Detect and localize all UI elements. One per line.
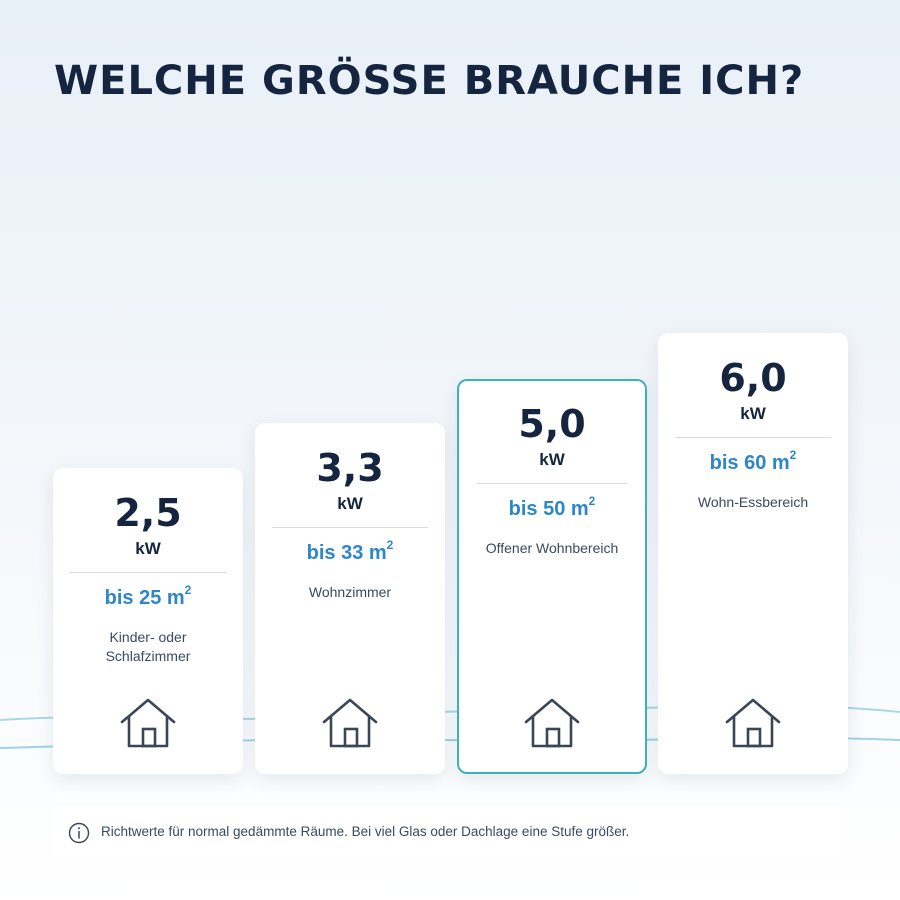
divider — [476, 483, 628, 484]
size-card-5-0kw[interactable]: 5,0 kW bis 50 m2 Offener Wohnbereich — [457, 379, 647, 774]
area-label: bis 50 m2 — [508, 494, 596, 520]
house-icon — [524, 698, 580, 748]
power-unit: kW — [135, 539, 161, 558]
power-unit: kW — [337, 494, 363, 513]
room-label: Kinder- oder Schlafzimmer — [105, 629, 191, 664]
info-note: Richtwerte für normal gedämmte Räume. Be… — [54, 806, 846, 860]
house-icon — [322, 698, 378, 748]
house-icon — [120, 698, 176, 748]
room-label: Wohnzimmer — [308, 584, 392, 600]
power-value: 2,5 — [114, 491, 182, 535]
size-card-2-5kw[interactable]: 2,5 kW bis 25 m2 Kinder- oder Schlafzimm… — [53, 468, 243, 774]
note-text: Richtwerte für normal gedämmte Räume. Be… — [101, 824, 630, 839]
house-icon — [725, 698, 781, 748]
divider — [70, 572, 226, 573]
divider — [272, 527, 428, 528]
size-card-6-0kw[interactable]: 6,0 kW bis 60 m2 Wohn-Essbereich — [658, 333, 848, 774]
power-unit: kW — [539, 450, 565, 469]
room-label: Offener Wohnbereich — [485, 540, 619, 556]
info-icon — [68, 822, 90, 844]
area-label: bis 25 m2 — [104, 583, 192, 609]
divider — [675, 437, 831, 438]
area-label: bis 33 m2 — [306, 538, 394, 564]
page-title: WELCHE GRÖSSE BRAUCHE ICH? — [54, 58, 805, 104]
size-card-3-3kw[interactable]: 3,3 kW bis 33 m2 Wohnzimmer — [255, 423, 445, 774]
power-value: 3,3 — [316, 446, 384, 490]
power-value: 5,0 — [518, 402, 586, 446]
power-unit: kW — [740, 404, 766, 423]
room-label: Wohn-Essbereich — [697, 494, 809, 510]
power-value: 6,0 — [719, 356, 787, 400]
area-label: bis 60 m2 — [709, 448, 797, 474]
